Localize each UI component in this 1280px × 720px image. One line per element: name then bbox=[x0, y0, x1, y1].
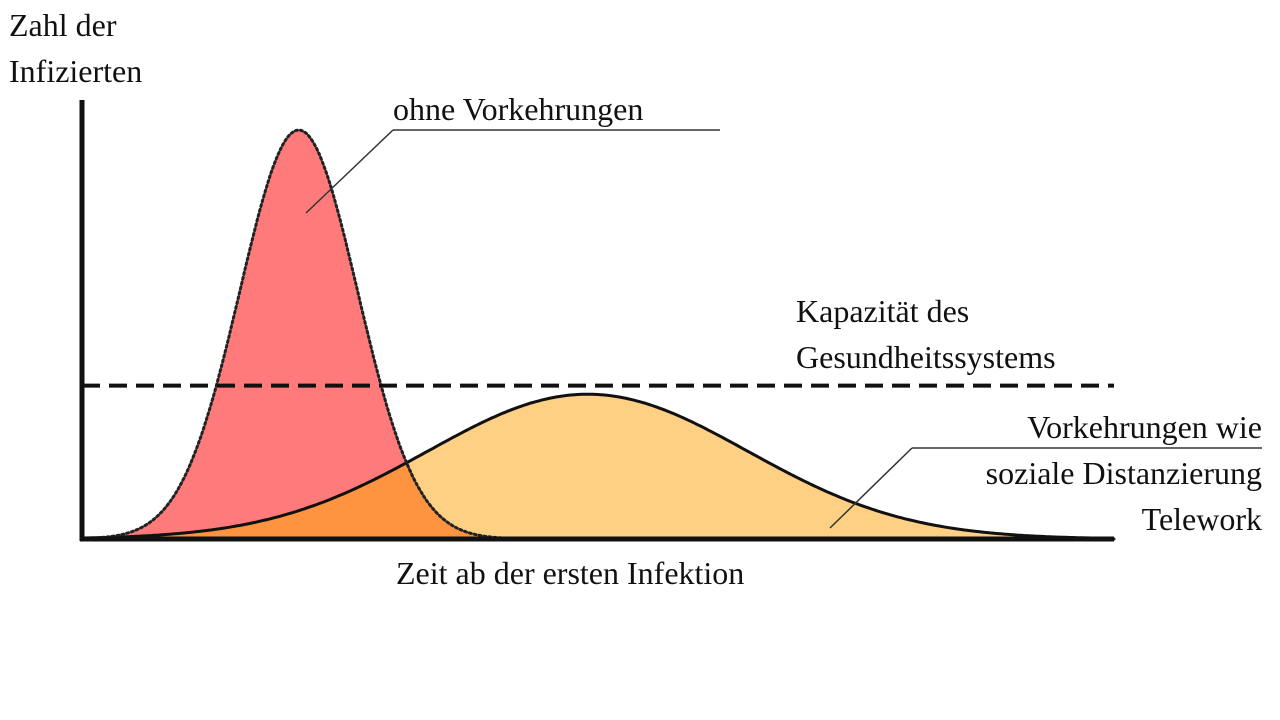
y-axis-label-line: Zahl der bbox=[9, 7, 117, 43]
curve-without-measures bbox=[82, 130, 1114, 539]
annotation-without-measures: ohne Vorkehrungen bbox=[393, 86, 643, 132]
annotation-line: soziale Distanzierung bbox=[985, 455, 1262, 491]
annotation-line: Vorkehrungen wie bbox=[1027, 409, 1262, 445]
annotation-capacity: Kapazität des Gesundheitssystems bbox=[796, 288, 1056, 380]
leader-line-flat bbox=[829, 447, 913, 529]
annotation-line: ohne Vorkehrungen bbox=[393, 91, 644, 127]
y-axis-label-line: Infizierten bbox=[9, 53, 143, 89]
y-axis-label: Zahl der Infizierten bbox=[9, 2, 142, 94]
curve-with-measures-outline bbox=[82, 392, 1115, 540]
annotation-line: Gesundheitssystems bbox=[796, 339, 1056, 375]
annotation-line: Kapazität des bbox=[796, 293, 970, 329]
x-axis-label: Zeit ab der ersten Infektion bbox=[396, 555, 745, 591]
leader-line-peak bbox=[305, 129, 394, 214]
annotation-with-measures: Vorkehrungen wie soziale Distanzierung T… bbox=[986, 404, 1262, 542]
annotation-line: Telework bbox=[1141, 501, 1262, 537]
